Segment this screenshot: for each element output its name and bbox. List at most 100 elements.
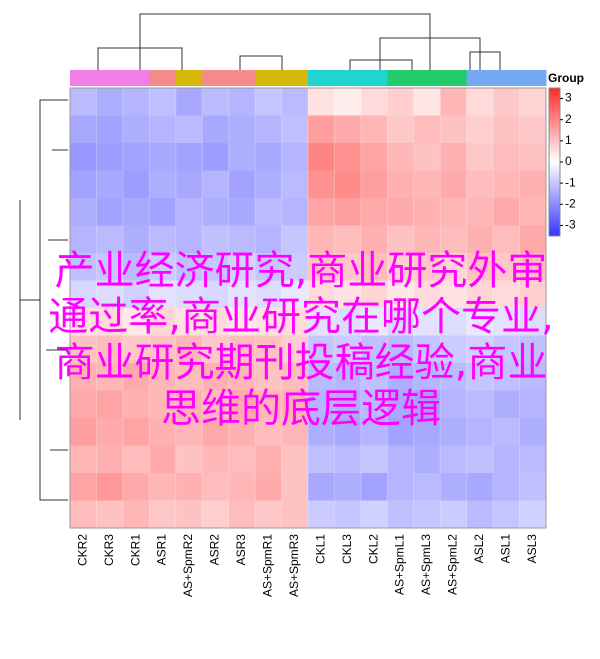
- heatmap-cell: [308, 115, 335, 144]
- heatmap-cell: [387, 445, 415, 474]
- heatmap-cell: [96, 363, 124, 391]
- heatmap-cell: [440, 88, 468, 116]
- heatmap-cell: [387, 308, 415, 336]
- heatmap-cell: [228, 198, 256, 226]
- heatmap-cell: [255, 390, 283, 419]
- heatmap-cell: [228, 418, 256, 446]
- heatmap-cell: [493, 280, 521, 309]
- column-label: CKL2: [366, 534, 380, 564]
- heatmap-cell: [70, 198, 97, 226]
- heatmap-cell: [413, 335, 441, 364]
- heatmap-cell: [387, 500, 415, 529]
- heatmap-cell: [228, 88, 256, 116]
- heatmap-cell: [228, 500, 256, 529]
- heatmap-cell: [96, 170, 124, 199]
- column-label: CKR3: [102, 534, 116, 566]
- heatmap-cell: [96, 253, 124, 281]
- heatmap-cell: [96, 473, 124, 501]
- heatmap-cell: [413, 473, 441, 501]
- heatmap-cell: [360, 500, 388, 529]
- heatmap-cell: [255, 115, 283, 144]
- heatmap-cell: [96, 445, 124, 474]
- heatmap-cell: [175, 225, 203, 254]
- heatmap-cell: [519, 418, 547, 446]
- heatmap-cell: [122, 473, 150, 501]
- heatmap-cell: [202, 170, 230, 199]
- heatmap-cell: [387, 115, 415, 144]
- column-label: AS+SpmR3: [287, 534, 301, 597]
- heatmap-cell: [360, 418, 388, 446]
- heatmap-cell: [122, 170, 150, 199]
- heatmap-cell: [175, 88, 203, 116]
- heatmap-cell: [202, 473, 230, 501]
- heatmap-cell: [519, 170, 547, 199]
- heatmap-cell: [122, 500, 150, 529]
- heatmap-cell: [228, 473, 256, 501]
- heatmap-cell: [308, 198, 335, 226]
- heatmap-cell: [466, 225, 494, 254]
- group-bar: [308, 70, 335, 86]
- heatmap-cell: [308, 143, 335, 171]
- heatmap-cell: [413, 390, 441, 419]
- heatmap-cell: [360, 253, 388, 281]
- heatmap-cell: [308, 170, 335, 199]
- heatmap-cell: [413, 253, 441, 281]
- heatmap-cell: [96, 500, 124, 529]
- heatmap-cell: [202, 335, 230, 364]
- colorbar-tick-label: 3: [565, 91, 572, 105]
- heatmap-cell: [228, 308, 256, 336]
- group-bar: [413, 70, 441, 86]
- heatmap-cell: [413, 143, 441, 171]
- heatmap-cell: [122, 418, 150, 446]
- heatmap-cell: [70, 280, 97, 309]
- heatmap-cell: [70, 88, 97, 116]
- heatmap-cell: [122, 115, 150, 144]
- heatmap-cell: [519, 473, 547, 501]
- heatmap-cell: [202, 225, 230, 254]
- heatmap-cell: [281, 225, 309, 254]
- heatmap-cell: [334, 390, 362, 419]
- heatmap-cell: [202, 445, 230, 474]
- heatmap-cell: [466, 88, 494, 116]
- group-bar: [440, 70, 468, 86]
- heatmap-cell: [149, 88, 177, 116]
- heatmap-cell: [360, 143, 388, 171]
- column-label: AS+SpmL1: [393, 534, 407, 595]
- heatmap-cell: [360, 115, 388, 144]
- heatmap-cell: [122, 225, 150, 254]
- heatmap-cell: [281, 335, 309, 364]
- heatmap-cell: [493, 253, 521, 281]
- group-bar: [70, 70, 97, 86]
- heatmap-cell: [493, 445, 521, 474]
- heatmap-cell: [440, 170, 468, 199]
- heatmap-cell: [122, 280, 150, 309]
- heatmap-cell: [308, 280, 335, 309]
- heatmap-cell: [440, 335, 468, 364]
- heatmap-cell: [96, 143, 124, 171]
- heatmap-cell: [70, 500, 97, 529]
- heatmap-cell: [440, 390, 468, 419]
- heatmap-cell: [202, 390, 230, 419]
- heatmap-cell: [70, 143, 97, 171]
- heatmap-cell: [387, 473, 415, 501]
- heatmap-cell: [493, 198, 521, 226]
- heatmap-cell: [149, 335, 177, 364]
- heatmap-cell: [175, 473, 203, 501]
- heatmap-cell: [96, 418, 124, 446]
- group-bar: [149, 70, 177, 86]
- heatmap-cell: [360, 335, 388, 364]
- heatmap-cell: [466, 418, 494, 446]
- heatmap-cell: [387, 363, 415, 391]
- heatmap-cell: [387, 225, 415, 254]
- colorbar-tick-label: 2: [565, 112, 572, 126]
- heatmap-cell: [149, 500, 177, 529]
- heatmap-cell: [96, 335, 124, 364]
- heatmap-cell: [360, 473, 388, 501]
- heatmap-cell: [281, 308, 309, 336]
- heatmap-cell: [228, 445, 256, 474]
- heatmap-cell: [228, 390, 256, 419]
- heatmap-cell: [493, 170, 521, 199]
- heatmap-cell: [493, 390, 521, 419]
- heatmap-cell: [175, 335, 203, 364]
- heatmap-cell: [308, 418, 335, 446]
